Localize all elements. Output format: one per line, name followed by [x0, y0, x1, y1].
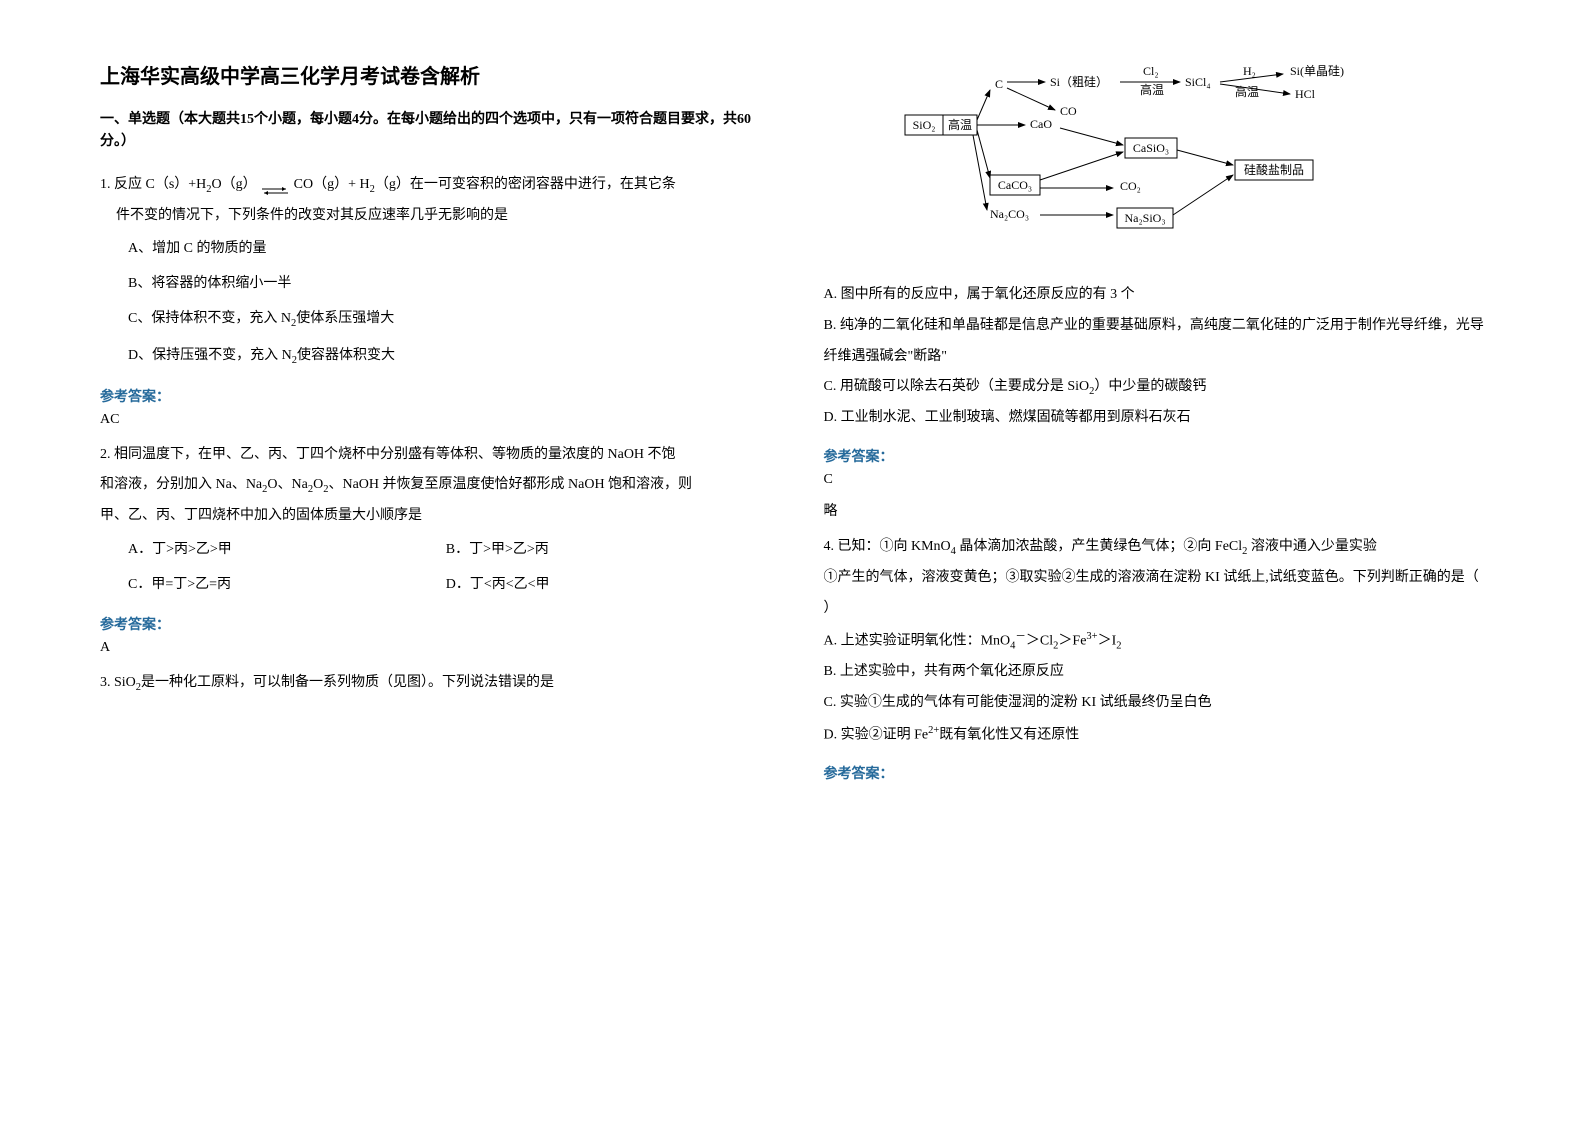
- equilibrium-arrow-icon: [260, 179, 290, 191]
- svg-text:Si(单晶硅): Si(单晶硅): [1290, 64, 1344, 78]
- q4-line2: ①产生的气体，溶液变黄色；③取实验②生成的溶液滴在淀粉 KI 试纸上,试纸变蓝色…: [824, 563, 1488, 625]
- svg-text:H₂: H₂: [1243, 64, 1256, 78]
- svg-text:Na₂SiO₃: Na₂SiO₃: [1125, 211, 1166, 225]
- q1-option-c: C、保持体积不变，充入 N2使体系压强增大: [100, 301, 764, 337]
- q1-stem: 1. 反应 C（s）+H2O（g） CO（g）+ H2（g）在一可变容积的密闭容…: [100, 170, 764, 201]
- answer-label: 参考答案：: [824, 763, 1488, 783]
- svg-text:高温: 高温: [1140, 82, 1164, 97]
- q4-line1: 4. 已知：①向 KMnO4 晶体滴加浓盐酸，产生黄绿色气体；②向 FeCl2 …: [824, 532, 1488, 563]
- q4-option-d: D. 实验②证明 Fe2+既有氧化性又有还原性: [824, 719, 1488, 751]
- answer-label: 参考答案：: [100, 386, 764, 406]
- svg-text:高温: 高温: [1235, 84, 1259, 99]
- svg-text:SiCl₄: SiCl₄: [1185, 75, 1211, 89]
- svg-text:HCl: HCl: [1295, 87, 1316, 101]
- svg-text:Si（粗硅）: Si（粗硅）: [1050, 75, 1108, 89]
- page-title: 上海华实高级中学高三化学月考试卷含解析: [100, 60, 764, 89]
- answer-label: 参考答案：: [824, 446, 1488, 466]
- q3-answer: C: [824, 472, 1488, 488]
- q4-option-c: C. 实验①生成的气体有可能使湿润的淀粉 KI 试纸最终仍呈白色: [824, 688, 1488, 719]
- q2-options-row-1: A．丁>丙>乙>甲 B．丁>甲>乙>丙: [100, 532, 764, 567]
- question-3-options: A. 图中所有的反应中，属于氧化还原反应的有 3 个 B. 纯净的二氧化硅和单晶…: [824, 280, 1488, 434]
- svg-text:CO₂: CO₂: [1120, 179, 1141, 193]
- svg-text:CO: CO: [1060, 104, 1077, 118]
- q2-line1: 2. 相同温度下，在甲、乙、丙、丁四个烧杯中分别盛有等体积、等物质的量浓度的 N…: [100, 440, 764, 471]
- q4-option-a: A. 上述实验证明氧化性：MnO4－＞Cl2＞Fe3+＞I2: [824, 625, 1488, 658]
- q2-option-d: D．丁<丙<乙<甲: [446, 567, 764, 602]
- section-1-header: 一、单选题（本大题共15个小题，每小题4分。在每小题给出的四个选项中，只有一项符…: [100, 109, 764, 154]
- svg-text:CaO: CaO: [1030, 117, 1052, 131]
- svg-text:CaSiO₃: CaSiO₃: [1133, 141, 1169, 155]
- q3-option-c: C. 用硫酸可以除去石英砂（主要成分是 SiO2）中少量的碳酸钙: [824, 372, 1488, 403]
- question-4: 4. 已知：①向 KMnO4 晶体滴加浓盐酸，产生黄绿色气体；②向 FeCl2 …: [824, 532, 1488, 751]
- svg-text:SiO₂: SiO₂: [913, 118, 936, 132]
- q1-option-a: A、增加 C 的物质的量: [100, 231, 764, 266]
- q3-option-b: B. 纯净的二氧化硅和单晶硅都是信息产业的重要基础原料，高纯度二氧化硅的广泛用于…: [824, 311, 1488, 373]
- svg-text:Cl₂: Cl₂: [1143, 64, 1159, 78]
- q2-answer: A: [100, 640, 764, 656]
- q2-option-b: B．丁>甲>乙>丙: [446, 532, 764, 567]
- q1-option-b: B、将容器的体积缩小一半: [100, 266, 764, 301]
- answer-label: 参考答案：: [100, 614, 764, 634]
- q2-line3: 甲、乙、丙、丁四烧杯中加入的固体质量大小顺序是: [100, 501, 764, 532]
- question-2: 2. 相同温度下，在甲、乙、丙、丁四个烧杯中分别盛有等体积、等物质的量浓度的 N…: [100, 440, 764, 602]
- q2-line2: 和溶液，分别加入 Na、Na2O、Na2O2、NaOH 并恢复至原温度使恰好都形…: [100, 470, 764, 501]
- right-column: SiO₂ 高温 C CaO CaCO₃ Na₂CO₃ Si（粗硅） CO: [824, 60, 1488, 789]
- q3-stem: 3. SiO2是一种化工原料，可以制备一系列物质（见图）。下列说法错误的是: [100, 668, 764, 699]
- svg-text:C: C: [995, 77, 1003, 91]
- q1-line2: 件不变的情况下，下列条件的改变对其反应速率几乎无影响的是: [100, 201, 764, 232]
- q3-option-a: A. 图中所有的反应中，属于氧化还原反应的有 3 个: [824, 280, 1488, 311]
- svg-text:Na₂CO₃: Na₂CO₃: [990, 207, 1029, 221]
- svg-text:CaCO₃: CaCO₃: [998, 178, 1032, 192]
- left-column: 上海华实高级中学高三化学月考试卷含解析 一、单选题（本大题共15个小题，每小题4…: [100, 60, 764, 789]
- svg-text:硅酸盐制品: 硅酸盐制品: [1244, 162, 1304, 177]
- question-1: 1. 反应 C（s）+H2O（g） CO（g）+ H2（g）在一可变容积的密闭容…: [100, 170, 764, 374]
- q1-answer: AC: [100, 412, 764, 428]
- svg-text:高温: 高温: [948, 117, 972, 132]
- q3-diagram: SiO₂ 高温 C CaO CaCO₃ Na₂CO₃ Si（粗硅） CO: [824, 60, 1488, 260]
- q2-options-row-2: C．甲=丁>乙=丙 D．丁<丙<乙<甲: [100, 567, 764, 602]
- q2-option-c: C．甲=丁>乙=丙: [128, 567, 446, 602]
- q4-option-b: B. 上述实验中，共有两个氧化还原反应: [824, 657, 1488, 688]
- q3-note: 略: [824, 500, 1488, 520]
- q2-option-a: A．丁>丙>乙>甲: [128, 532, 446, 567]
- q3-option-d: D. 工业制水泥、工业制玻璃、燃煤固硫等都用到原料石灰石: [824, 403, 1488, 434]
- q1-option-d: D、保持压强不变，充入 N2使容器体积变大: [100, 338, 764, 374]
